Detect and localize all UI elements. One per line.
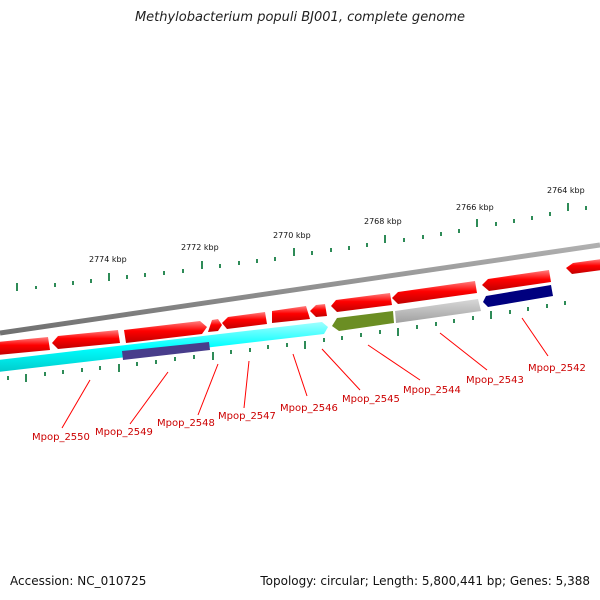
gene-label: Mpop_2547 <box>218 411 276 422</box>
gene-arrow <box>310 304 327 317</box>
scale-ticks-upper <box>16 203 587 291</box>
gene-label: Mpop_2542 <box>528 363 586 374</box>
gene-arrow <box>124 321 207 343</box>
gene-arrow <box>272 306 310 323</box>
tick-label: 2770 kbp <box>273 231 311 240</box>
gene-label: Mpop_2545 <box>342 394 400 405</box>
tick-label: 2764 kbp <box>547 186 585 195</box>
genome-summary-text: Topology: circular; Length: 5,800,441 bp… <box>260 574 590 588</box>
gene-label: Mpop_2550 <box>32 432 90 443</box>
gene-arrow <box>392 281 477 304</box>
scale-labels: 2774 kbp 2772 kbp 2770 kbp 2768 kbp 2766… <box>89 186 585 264</box>
tick-label: 2768 kbp <box>364 217 402 226</box>
gene-labels: Mpop_2550 Mpop_2549 Mpop_2548 Mpop_2547 … <box>32 363 586 443</box>
gene-arrow <box>122 342 210 360</box>
gene-arrow <box>0 337 50 355</box>
gene-label: Mpop_2544 <box>403 385 461 396</box>
gene-label: Mpop_2546 <box>280 403 338 414</box>
map-title: Methylobacterium populi BJ001, complete … <box>134 10 466 25</box>
gene-arrow <box>331 293 392 312</box>
genome-backbone <box>0 242 600 336</box>
gene-arrow <box>52 330 120 349</box>
gene-arrow <box>566 259 600 274</box>
forward-strand-genes <box>0 259 600 355</box>
gene-arrow <box>332 311 394 331</box>
accession-text: Accession: NC_010725 <box>10 574 147 588</box>
tick-label: 2774 kbp <box>89 255 127 264</box>
gene-arrow <box>208 319 222 332</box>
gene-label: Mpop_2543 <box>466 375 524 386</box>
reverse-strand-genes <box>0 285 553 372</box>
gene-arrow <box>395 299 481 323</box>
gene-label: Mpop_2549 <box>95 427 153 438</box>
gene-arrow <box>482 270 551 291</box>
tick-label: 2772 kbp <box>181 243 219 252</box>
gene-arrow <box>483 285 553 307</box>
gene-label: Mpop_2548 <box>157 418 215 429</box>
gene-arrow <box>222 312 267 329</box>
gene-label-lines <box>61 317 549 429</box>
scale-ticks-lower <box>7 301 566 382</box>
tick-label: 2766 kbp <box>456 203 494 212</box>
